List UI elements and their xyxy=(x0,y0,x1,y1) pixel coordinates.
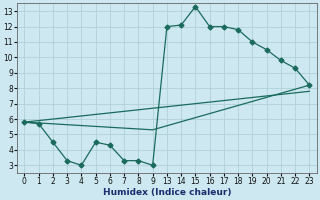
X-axis label: Humidex (Indice chaleur): Humidex (Indice chaleur) xyxy=(103,188,231,197)
